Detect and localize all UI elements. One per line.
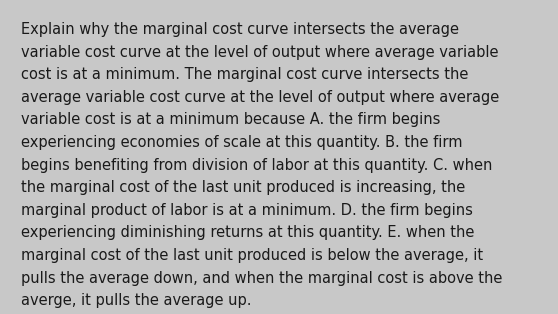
Text: variable cost curve at the level of output where average variable: variable cost curve at the level of outp… [21,45,499,60]
Text: pulls the average down, and when the marginal cost is above the: pulls the average down, and when the mar… [21,271,503,286]
Text: average variable cost curve at the level of output where average: average variable cost curve at the level… [21,90,499,105]
Text: begins benefiting from division of labor at this quantity. C. when: begins benefiting from division of labor… [21,158,493,173]
Text: Explain why the marginal cost curve intersects the average: Explain why the marginal cost curve inte… [21,22,459,37]
Text: the marginal cost of the last unit produced is increasing, the: the marginal cost of the last unit produ… [21,180,465,195]
Text: cost is at a minimum. The marginal cost curve intersects the: cost is at a minimum. The marginal cost … [21,67,469,82]
Text: averge, it pulls the average up.: averge, it pulls the average up. [21,293,252,308]
Text: marginal cost of the last unit produced is below the average, it: marginal cost of the last unit produced … [21,248,483,263]
Text: experiencing economies of scale at this quantity. B. the firm: experiencing economies of scale at this … [21,135,463,150]
Text: experiencing diminishing returns at this quantity. E. when the: experiencing diminishing returns at this… [21,225,474,241]
Text: marginal product of labor is at a minimum. D. the firm begins: marginal product of labor is at a minimu… [21,203,473,218]
Text: variable cost is at a minimum because A. the firm begins: variable cost is at a minimum because A.… [21,112,441,127]
